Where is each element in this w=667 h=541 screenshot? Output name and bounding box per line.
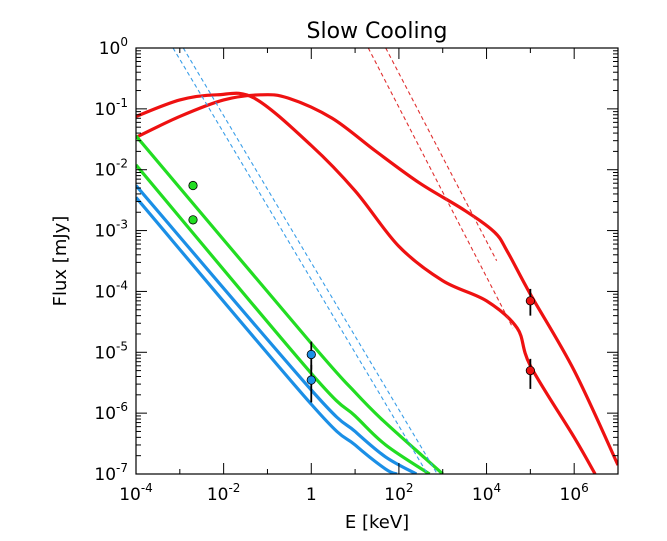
green-point-upper: [188, 180, 198, 191]
plot-frame: [135, 47, 619, 475]
red-point-upper-dot: [525, 296, 535, 306]
green-point-upper-dot: [188, 180, 198, 191]
blue-point-lower: [306, 364, 316, 403]
chart-title: Slow Cooling: [307, 19, 448, 44]
y-tick-label: 10-3: [94, 218, 128, 242]
green-point-lower: [188, 215, 198, 225]
x-tick-label: 106: [560, 481, 589, 505]
blue-point-upper: [306, 341, 316, 370]
x-axis-label: E [keV]: [345, 512, 409, 533]
y-tick-label: 100: [99, 35, 128, 59]
series-red-dashed-lower: [367, 48, 514, 329]
series-blue-dashed-lower: [172, 48, 429, 474]
x-tick-label: 102: [384, 481, 413, 505]
y-tick-label: 10-4: [94, 278, 128, 302]
series-red-dashed-upper: [385, 48, 498, 261]
y-tick-label: 10-5: [94, 339, 128, 363]
green-point-lower-dot: [188, 215, 198, 225]
series-blue-upper: [136, 184, 418, 474]
y-tick-label: 10-1: [94, 96, 128, 120]
red-point-lower-dot: [525, 366, 535, 376]
red-point-lower: [525, 358, 535, 389]
series-blue-lower: [136, 196, 398, 474]
series-blue-dashed-upper: [182, 48, 438, 474]
y-tick-label: 10-7: [94, 461, 128, 485]
x-tick-label: 104: [472, 481, 501, 505]
red-point-upper: [525, 288, 535, 316]
tick-layer: 10-4 10-2 1 102 104 10610010-110-210-310-410-…: [94, 35, 619, 505]
blue-point-lower-dot: [306, 375, 316, 385]
x-tick-label: 1: [306, 485, 317, 505]
series-layer: [136, 48, 618, 474]
blue-point-upper-dot: [306, 349, 316, 360]
y-tick-label: 10-2: [94, 157, 128, 181]
x-tick-label: 10-2: [207, 481, 241, 505]
x-tick-label: 10-4: [119, 481, 153, 505]
series-green-lower: [136, 163, 431, 474]
marker-layer: [188, 180, 535, 403]
y-tick-label: 10-6: [94, 400, 128, 424]
series-green-upper: [136, 134, 444, 474]
y-axis-label: Flux [mJy]: [50, 216, 71, 307]
series-red-upper: [136, 93, 618, 466]
